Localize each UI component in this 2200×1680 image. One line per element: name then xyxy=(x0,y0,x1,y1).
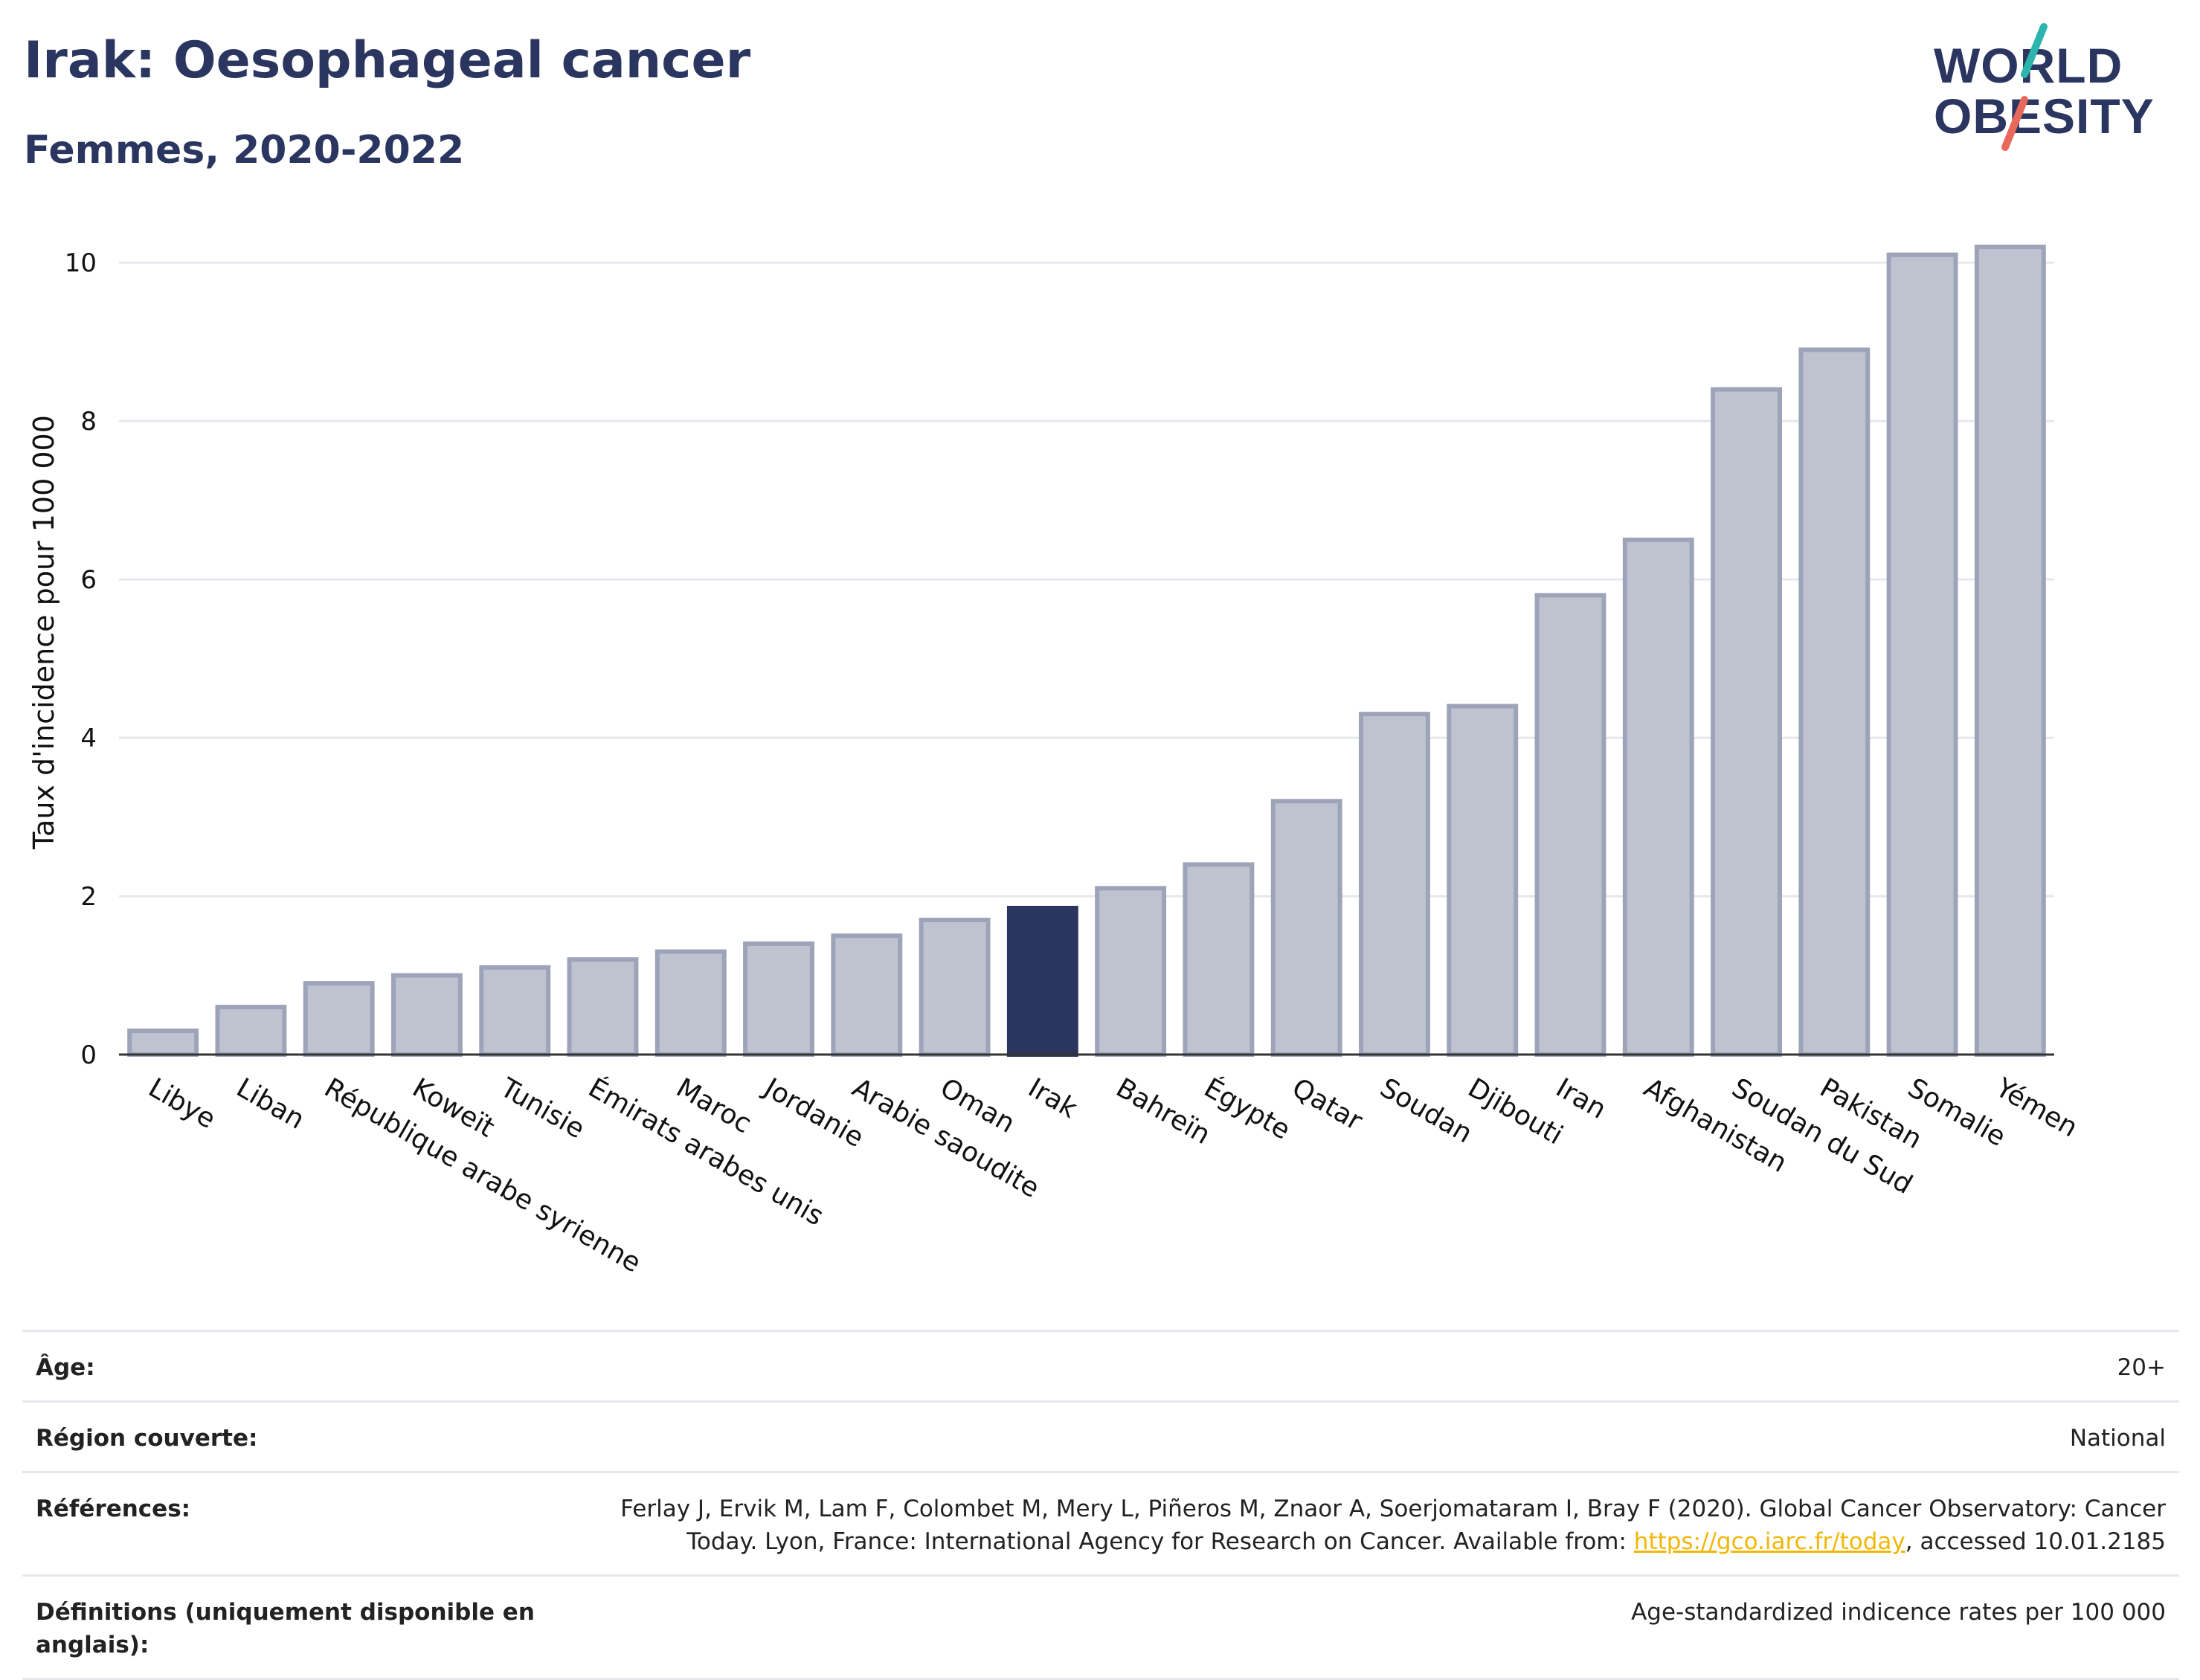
y-axis-label: Taux d'incidence pour 100 000 xyxy=(28,415,60,850)
x-tick-label: Soudan xyxy=(1374,1072,1477,1149)
bar[interactable] xyxy=(1798,347,1871,1058)
x-tick-label: Iran xyxy=(1551,1072,1611,1125)
metadata-table: Âge: 20+ Région couverte: National Référ… xyxy=(22,1330,2179,1680)
references-value: Ferlay J, Ervik M, Lam F, Colombet M, Me… xyxy=(604,1493,2166,1558)
bar[interactable] xyxy=(567,957,639,1057)
meta-row-references: Références: Ferlay J, Ervik M, Lam F, Co… xyxy=(22,1471,2179,1574)
y-tick-label: 10 xyxy=(65,248,97,278)
y-tick-labels: 0 2 4 6 8 10 xyxy=(65,248,97,1070)
bar[interactable] xyxy=(303,981,375,1057)
bar-chart: 0 2 4 6 8 10 Libye Liban République arabe syrie… xyxy=(28,244,2083,1279)
y-tick-label: 0 xyxy=(80,1040,97,1070)
bar[interactable] xyxy=(1711,387,1782,1058)
region-value: National xyxy=(2069,1425,2166,1452)
bar[interactable] xyxy=(1534,593,1606,1057)
logo-slash-icon xyxy=(2001,23,2048,151)
bar[interactable] xyxy=(391,973,463,1057)
bar[interactable] xyxy=(1447,704,1519,1057)
logo-text-obesity: OBESITY xyxy=(1934,88,2155,144)
y-tick-label: 6 xyxy=(80,565,97,595)
bar[interactable] xyxy=(127,1029,199,1057)
y-tick-label: 2 xyxy=(80,882,97,912)
meta-row-definitions: Définitions (uniquement disponible en an… xyxy=(22,1574,2179,1680)
bar[interactable] xyxy=(654,949,727,1057)
region-label: Région couverte: xyxy=(36,1425,258,1452)
bar[interactable] xyxy=(479,965,551,1058)
bar[interactable] xyxy=(1359,712,1430,1058)
bar[interactable] xyxy=(919,917,991,1057)
bar[interactable] xyxy=(1622,537,1694,1057)
age-value: 20+ xyxy=(2117,1354,2166,1381)
meta-row-region: Région couverte: National xyxy=(22,1400,2179,1471)
y-tick-label: 8 xyxy=(80,407,97,437)
bar[interactable] xyxy=(831,933,903,1057)
bar[interactable] xyxy=(215,1005,287,1057)
references-accessed: , accessed 10.01.2185 xyxy=(1905,1528,2166,1555)
y-tick-label: 4 xyxy=(80,724,97,753)
references-link[interactable]: https://gco.iarc.fr/today xyxy=(1633,1528,1905,1555)
references-label: Références: xyxy=(36,1496,191,1522)
bar-highlighted[interactable] xyxy=(1006,906,1078,1057)
meta-row-age: Âge: 20+ xyxy=(22,1330,2179,1400)
x-tick-label: Égypte xyxy=(1199,1072,1296,1145)
bar[interactable] xyxy=(1095,886,1167,1058)
x-tick-label: Tunisie xyxy=(495,1072,590,1145)
bar[interactable] xyxy=(1183,862,1255,1058)
x-tick-label: Djibouti xyxy=(1463,1072,1568,1150)
world-obesity-logo[interactable]: WORLD OBESITY xyxy=(1934,21,2179,162)
x-tick-label: Irak xyxy=(1023,1072,1082,1124)
x-tick-label: Libye xyxy=(144,1072,221,1135)
definitions-value: Age-standardized indicence rates per 100… xyxy=(1631,1599,2166,1626)
bar[interactable] xyxy=(1886,252,1958,1058)
bars xyxy=(119,244,2054,1058)
x-tick-label: Liban xyxy=(231,1072,309,1135)
definitions-label: Définitions (uniquement disponible en an… xyxy=(36,1599,535,1658)
bar[interactable] xyxy=(743,941,814,1058)
references-text: Ferlay J, Ervik M, Lam F, Colombet M, Me… xyxy=(620,1496,2166,1555)
x-tick-label: Qatar xyxy=(1287,1072,1367,1136)
x-tick-label: Jordanie xyxy=(758,1072,869,1153)
x-tick-label: Bahreïn xyxy=(1111,1072,1215,1150)
bar[interactable] xyxy=(1270,799,1342,1057)
chart-title: Irak: Oesophageal cancer xyxy=(24,31,751,90)
age-label: Âge: xyxy=(36,1354,95,1381)
bar[interactable] xyxy=(1974,244,2046,1057)
chart-subtitle: Femmes, 2020-2022 xyxy=(24,128,465,173)
x-tick-labels: Libye Liban République arabe syrienneKoweï… xyxy=(144,1072,2083,1278)
